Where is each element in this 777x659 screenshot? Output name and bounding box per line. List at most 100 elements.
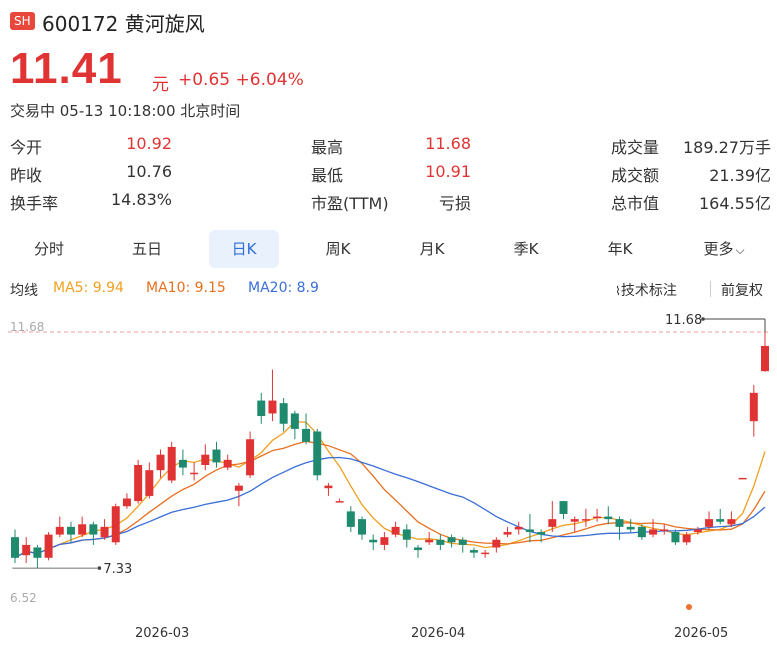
candle[interactable]	[190, 472, 199, 475]
candle[interactable]	[234, 485, 243, 491]
annotation-label: 技术标注	[620, 283, 677, 299]
candle[interactable]	[111, 506, 120, 543]
tab-more[interactable]: 更多 ⌵	[689, 230, 759, 268]
candle[interactable]	[503, 532, 512, 535]
divider	[710, 281, 711, 297]
candle[interactable]	[469, 550, 478, 553]
candle[interactable]	[201, 454, 210, 465]
technical-annotation-button[interactable]: ⌇技术标注	[615, 280, 677, 300]
stat-value-market-cap: 164.55亿	[699, 194, 771, 213]
candle[interactable]	[514, 526, 523, 530]
candle[interactable]	[425, 539, 434, 543]
candle[interactable]	[212, 449, 221, 463]
candle[interactable]	[380, 537, 389, 545]
candle[interactable]	[134, 465, 143, 502]
tab-quarterly-k[interactable]: 季K	[513, 240, 539, 258]
candle[interactable]	[369, 539, 378, 543]
candle[interactable]	[626, 526, 635, 530]
candle[interactable]	[346, 511, 355, 527]
candle[interactable]	[671, 532, 680, 543]
candle[interactable]	[615, 519, 624, 527]
candle[interactable]	[761, 345, 769, 372]
candle[interactable]	[492, 539, 501, 548]
candle[interactable]	[33, 547, 42, 558]
price-change: +0.65 +6.04%	[178, 70, 304, 90]
candle[interactable]	[78, 524, 87, 535]
tab-five-day[interactable]: 五日	[131, 240, 162, 258]
candle[interactable]	[44, 534, 53, 558]
period-tabs: 分时 五日 日K 周K 月K 季K 年K 更多 ⌵	[0, 230, 777, 270]
candle[interactable]	[279, 403, 288, 424]
candle[interactable]	[268, 400, 277, 414]
stat-label-amount: 成交额	[611, 166, 660, 185]
candle[interactable]	[581, 519, 590, 521]
candle[interactable]	[290, 413, 299, 429]
x-axis-label-march: 2026-03	[135, 626, 189, 641]
y-axis-low-label: 6.52	[10, 591, 37, 605]
candle[interactable]	[738, 477, 747, 480]
candle[interactable]	[324, 485, 333, 489]
tab-yearly-k[interactable]: 年K	[607, 240, 633, 258]
candle[interactable]	[727, 519, 736, 525]
candle[interactable]	[559, 501, 568, 514]
candle[interactable]	[537, 532, 546, 535]
candle[interactable]	[223, 459, 232, 468]
candle[interactable]	[637, 526, 646, 538]
price-adjust-button[interactable]: 前复权	[721, 283, 763, 299]
candle[interactable]	[402, 529, 411, 540]
candle[interactable]	[100, 526, 109, 538]
candle[interactable]	[525, 529, 534, 533]
candle[interactable]	[716, 519, 725, 522]
candle[interactable]	[335, 501, 344, 503]
candle[interactable]	[604, 516, 613, 520]
tab-weekly-k[interactable]: 周K	[325, 240, 351, 258]
candle[interactable]	[156, 454, 165, 471]
candle[interactable]	[178, 459, 187, 468]
ma20-value: MA20: 8.9	[248, 280, 319, 296]
candle[interactable]	[391, 526, 400, 535]
min-price-label: 7.33	[103, 562, 132, 577]
candle[interactable]	[436, 539, 445, 545]
candle[interactable]	[593, 516, 602, 519]
candle[interactable]	[458, 539, 467, 545]
candle[interactable]	[682, 534, 691, 543]
max-price-label: 11.68	[665, 313, 702, 328]
candle[interactable]	[11, 537, 19, 558]
candle[interactable]	[413, 547, 422, 551]
candle[interactable]	[660, 529, 669, 531]
candle[interactable]	[481, 552, 490, 555]
candle[interactable]	[570, 519, 579, 522]
ma10-line	[14, 440, 766, 559]
y-axis-high-label: 11.68	[10, 320, 44, 334]
candle[interactable]	[693, 529, 702, 533]
candle[interactable]	[313, 431, 322, 476]
candle[interactable]	[22, 544, 31, 556]
candle[interactable]	[749, 392, 758, 422]
candle[interactable]	[447, 537, 456, 543]
candle[interactable]	[145, 470, 154, 496]
candle[interactable]	[358, 519, 367, 535]
candle[interactable]	[649, 529, 658, 535]
candle[interactable]	[55, 526, 64, 535]
tab-intraday[interactable]: 分时	[33, 240, 64, 258]
tab-daily-k[interactable]: 日K	[209, 230, 279, 268]
candle[interactable]	[122, 498, 131, 507]
price-unit: 元	[152, 75, 169, 95]
event-dot[interactable]	[686, 604, 692, 610]
stat-label-turnover: 换手率	[10, 194, 59, 213]
candle[interactable]	[548, 519, 557, 527]
candle[interactable]	[89, 524, 98, 535]
trading-status: 交易中 05-13 10:18:00 北京时间	[10, 102, 241, 120]
candles	[11, 332, 769, 569]
stat-label-volume: 成交量	[611, 138, 660, 157]
candle[interactable]	[167, 446, 176, 481]
tab-monthly-k[interactable]: 月K	[419, 240, 445, 258]
candle[interactable]	[302, 428, 311, 442]
x-axis-label-april: 2026-04	[411, 626, 465, 641]
candle[interactable]	[66, 526, 75, 535]
candle[interactable]	[257, 400, 266, 417]
min-dot	[97, 566, 102, 570]
candle[interactable]	[705, 519, 714, 527]
candle[interactable]	[246, 439, 255, 476]
stock-code-name: 600172 黄河旋风	[42, 12, 205, 36]
